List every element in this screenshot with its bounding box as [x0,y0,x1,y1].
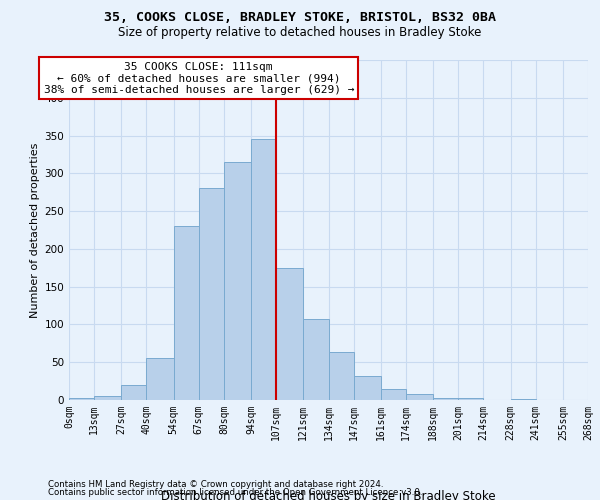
Bar [146,358,173,400]
Bar [224,162,251,400]
X-axis label: Distribution of detached houses by size in Bradley Stoke: Distribution of detached houses by size … [161,490,496,500]
Bar [406,394,433,400]
Bar [329,352,353,400]
Bar [353,376,381,400]
Text: 35, COOKS CLOSE, BRADLEY STOKE, BRISTOL, BS32 0BA: 35, COOKS CLOSE, BRADLEY STOKE, BRISTOL,… [104,11,496,24]
Bar [433,398,458,400]
Text: Size of property relative to detached houses in Bradley Stoke: Size of property relative to detached ho… [118,26,482,39]
Bar [276,268,304,400]
Text: 35 COOKS CLOSE: 111sqm
← 60% of detached houses are smaller (994)
38% of semi-de: 35 COOKS CLOSE: 111sqm ← 60% of detached… [44,62,354,94]
Bar [199,188,224,400]
Bar [251,140,276,400]
Bar [94,396,121,400]
Text: Contains HM Land Registry data © Crown copyright and database right 2024.: Contains HM Land Registry data © Crown c… [48,480,383,489]
Bar [458,398,484,400]
Bar [511,399,536,400]
Bar [381,388,406,400]
Text: Contains public sector information licensed under the Open Government Licence v3: Contains public sector information licen… [48,488,422,497]
Y-axis label: Number of detached properties: Number of detached properties [30,142,40,318]
Bar [304,319,329,400]
Bar [121,385,146,400]
Bar [69,398,94,400]
Bar [173,226,199,400]
